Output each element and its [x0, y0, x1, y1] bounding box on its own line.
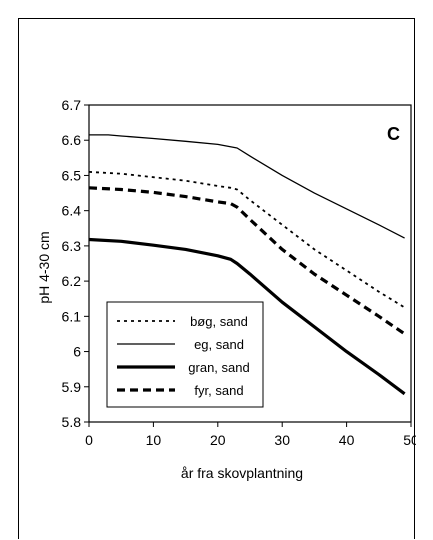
legend-label-1: eg, sand	[194, 337, 244, 352]
x-tick-label: 0	[85, 432, 93, 448]
series-line-3	[88, 186, 406, 336]
x-tick-label: 50	[403, 432, 416, 448]
legend-label-3: fyr, sand	[194, 383, 243, 398]
x-axis-label: år fra skovplantning	[181, 465, 303, 481]
y-tick-label: 5.9	[62, 379, 82, 395]
y-tick-label: 6.1	[62, 308, 82, 324]
x-tick-label: 30	[274, 432, 290, 448]
series-line-2	[88, 237, 406, 396]
y-axis-label: pH 4-30 cm	[36, 231, 52, 303]
figure-frame: 5.8 5.9 6 6.1 6.2 6.3 6.4 6.5 6.6 6.7 0 10 20 30 40 50 å…	[18, 18, 416, 539]
y-tick-label: 6.3	[62, 238, 82, 254]
y-tick-label: 6.4	[62, 203, 82, 219]
y-tick-label: 6.7	[62, 97, 82, 113]
x-tick-label: 10	[146, 432, 162, 448]
y-tick-label: 5.8	[62, 414, 82, 430]
x-tick-label: 20	[210, 432, 226, 448]
legend-label-2: gran, sand	[188, 360, 249, 375]
plot-area-border	[88, 104, 412, 423]
y-tick-label: 6.2	[62, 273, 82, 289]
panel-label: C	[387, 124, 400, 144]
ph-line-chart: 5.8 5.9 6 6.1 6.2 6.3 6.4 6.5 6.6 6.7 0 10 20 30 40 50 å…	[36, 97, 416, 481]
x-tick-label: 40	[339, 432, 355, 448]
series-line-0	[88, 171, 406, 309]
y-tick-label: 6.5	[62, 167, 82, 183]
series-line-1	[89, 134, 405, 239]
legend-label-0: bøg, sand	[190, 314, 248, 329]
y-tick-label: 6.6	[62, 132, 82, 148]
y-tick-label: 6	[73, 344, 81, 360]
